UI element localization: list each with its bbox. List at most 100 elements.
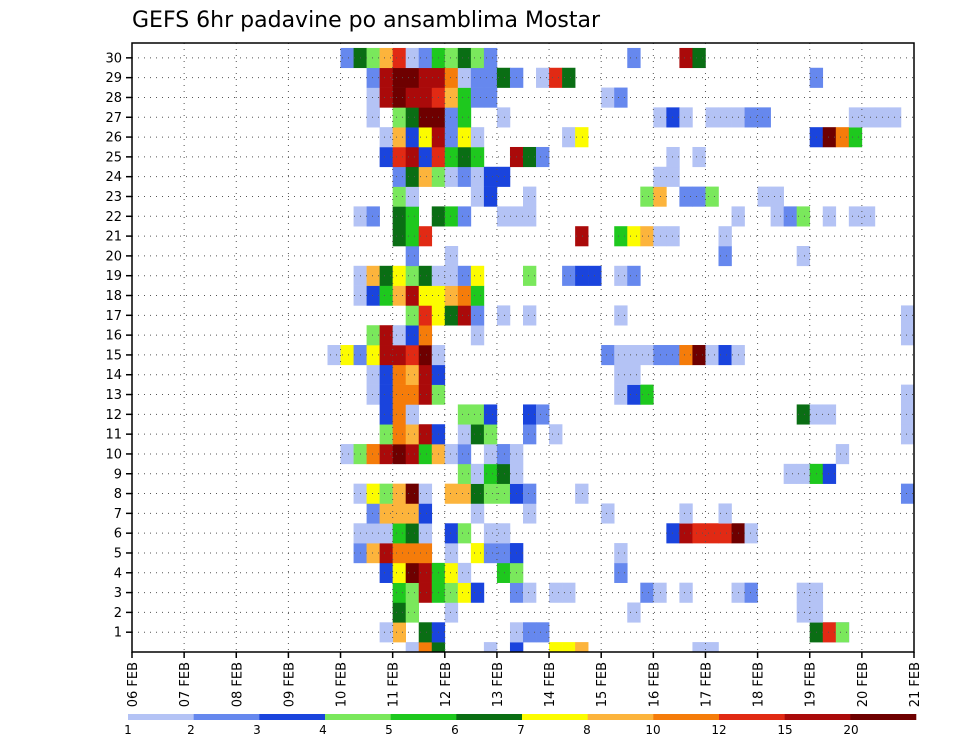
heatmap-cell	[718, 523, 732, 544]
heatmap-cell	[523, 483, 537, 504]
heatmap-cell	[340, 444, 354, 465]
heatmap-cell	[418, 483, 433, 504]
heatmap-cell	[835, 127, 850, 148]
heatmap-cell	[496, 67, 511, 88]
y-tick-label: 13	[105, 388, 122, 403]
heatmap-cell	[366, 503, 380, 524]
heatmap-cell	[783, 206, 797, 227]
heatmap-cell	[405, 503, 420, 524]
legend-swatch	[719, 714, 785, 720]
heatmap-cell	[483, 404, 498, 425]
heatmap-cell	[418, 523, 433, 544]
heatmap-cell	[614, 562, 628, 583]
heatmap-cell	[470, 483, 485, 504]
heatmap-cell	[366, 107, 380, 128]
heatmap-cell	[444, 87, 459, 108]
x-tick-label: 14 FEB	[543, 662, 558, 707]
heatmap-cell	[405, 305, 420, 326]
heatmap-cell	[379, 404, 393, 425]
heatmap-cell	[900, 384, 915, 405]
x-tick-label: 07 FEB	[178, 662, 193, 707]
heatmap-cell	[666, 146, 680, 168]
heatmap-cell	[627, 345, 641, 366]
y-tick-label: 8	[114, 487, 122, 502]
x-tick-label: 11 FEB	[387, 662, 402, 707]
heatmap-cell	[379, 562, 393, 583]
heatmap-cell	[718, 345, 732, 366]
heatmap-cell	[796, 246, 811, 267]
heatmap-cell	[470, 186, 485, 207]
heatmap-cell	[444, 47, 459, 69]
heatmap-cell	[457, 206, 472, 227]
y-tick-label: 12	[105, 408, 122, 423]
heatmap-cell	[444, 127, 459, 148]
heatmap-cell	[444, 146, 459, 168]
heatmap-cell	[523, 404, 537, 425]
heatmap-cell	[457, 67, 472, 88]
y-tick-label: 26	[105, 131, 122, 146]
heatmap-cell	[366, 543, 380, 564]
heatmap-cell	[614, 305, 628, 326]
heatmap-cell	[835, 622, 850, 643]
heatmap-cell	[392, 483, 406, 504]
heatmap-cell	[431, 642, 446, 653]
heatmap-cell	[405, 444, 420, 465]
heatmap-cell	[523, 622, 537, 643]
legend-label: 20	[843, 723, 858, 737]
heatmap-cell	[744, 582, 758, 603]
legend-swatch	[193, 714, 260, 720]
heatmap-cell	[744, 523, 758, 544]
heatmap-cell	[405, 146, 420, 168]
heatmap-cell	[392, 107, 406, 128]
legend-label: 6	[451, 723, 459, 737]
heatmap-cell	[796, 582, 811, 603]
legend-swatch	[587, 714, 654, 720]
heatmap-cell	[796, 206, 811, 227]
heatmap-cell	[340, 345, 354, 366]
heatmap-cell	[444, 246, 459, 267]
heatmap-cell	[418, 265, 433, 286]
heatmap-cell	[366, 285, 380, 306]
heatmap-cell	[470, 582, 485, 603]
heatmap-cell	[705, 523, 719, 544]
heatmap-cell	[496, 305, 511, 326]
heatmap-cell	[392, 444, 406, 465]
legend-label: 8	[583, 723, 591, 737]
heatmap-cell	[470, 285, 485, 306]
heatmap-cell	[444, 523, 459, 544]
heatmap-cell	[418, 345, 433, 366]
heatmap-cell	[379, 424, 393, 445]
heatmap-cell	[392, 186, 406, 207]
heatmap-cell	[418, 364, 433, 385]
heatmap-cell	[666, 345, 680, 366]
heatmap-cell	[405, 364, 420, 385]
heatmap-cell	[418, 67, 433, 88]
heatmap-cell	[796, 602, 811, 623]
heatmap-cell	[483, 67, 498, 88]
y-tick-label: 6	[114, 527, 122, 542]
heatmap-cell	[366, 325, 380, 346]
heatmap-cell	[392, 345, 406, 366]
heatmap-cell	[666, 107, 680, 128]
heatmap-cell	[405, 424, 420, 445]
heatmap-cell	[379, 265, 393, 286]
heatmap-cell	[562, 127, 576, 148]
heatmap-cell	[483, 166, 498, 187]
heatmap-cell	[470, 127, 485, 148]
legend-label: 5	[385, 723, 393, 737]
heatmap-cell	[470, 305, 485, 326]
heatmap-cell	[900, 305, 915, 326]
y-tick-label: 25	[105, 150, 122, 165]
heatmap-cell	[483, 523, 498, 544]
y-tick-label: 27	[105, 111, 122, 126]
x-tick-label: 12 FEB	[439, 662, 454, 707]
heatmap-cell	[470, 265, 485, 286]
heatmap-cell	[457, 285, 472, 306]
heatmap-cell	[523, 146, 537, 168]
y-tick-label: 19	[105, 269, 122, 284]
heatmap-cell	[692, 146, 706, 168]
heatmap-cell	[536, 146, 550, 168]
y-tick-label: 5	[114, 546, 122, 561]
heatmap-cell	[523, 265, 537, 286]
